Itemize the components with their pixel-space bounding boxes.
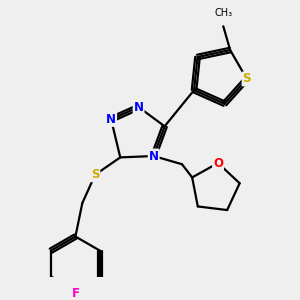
Text: S: S [243, 72, 251, 86]
Text: N: N [106, 113, 116, 126]
Text: N: N [149, 149, 159, 163]
Text: N: N [134, 100, 144, 114]
Text: F: F [71, 287, 80, 300]
Text: CH₃: CH₃ [214, 8, 232, 18]
Text: O: O [213, 157, 223, 169]
Text: S: S [91, 168, 99, 181]
